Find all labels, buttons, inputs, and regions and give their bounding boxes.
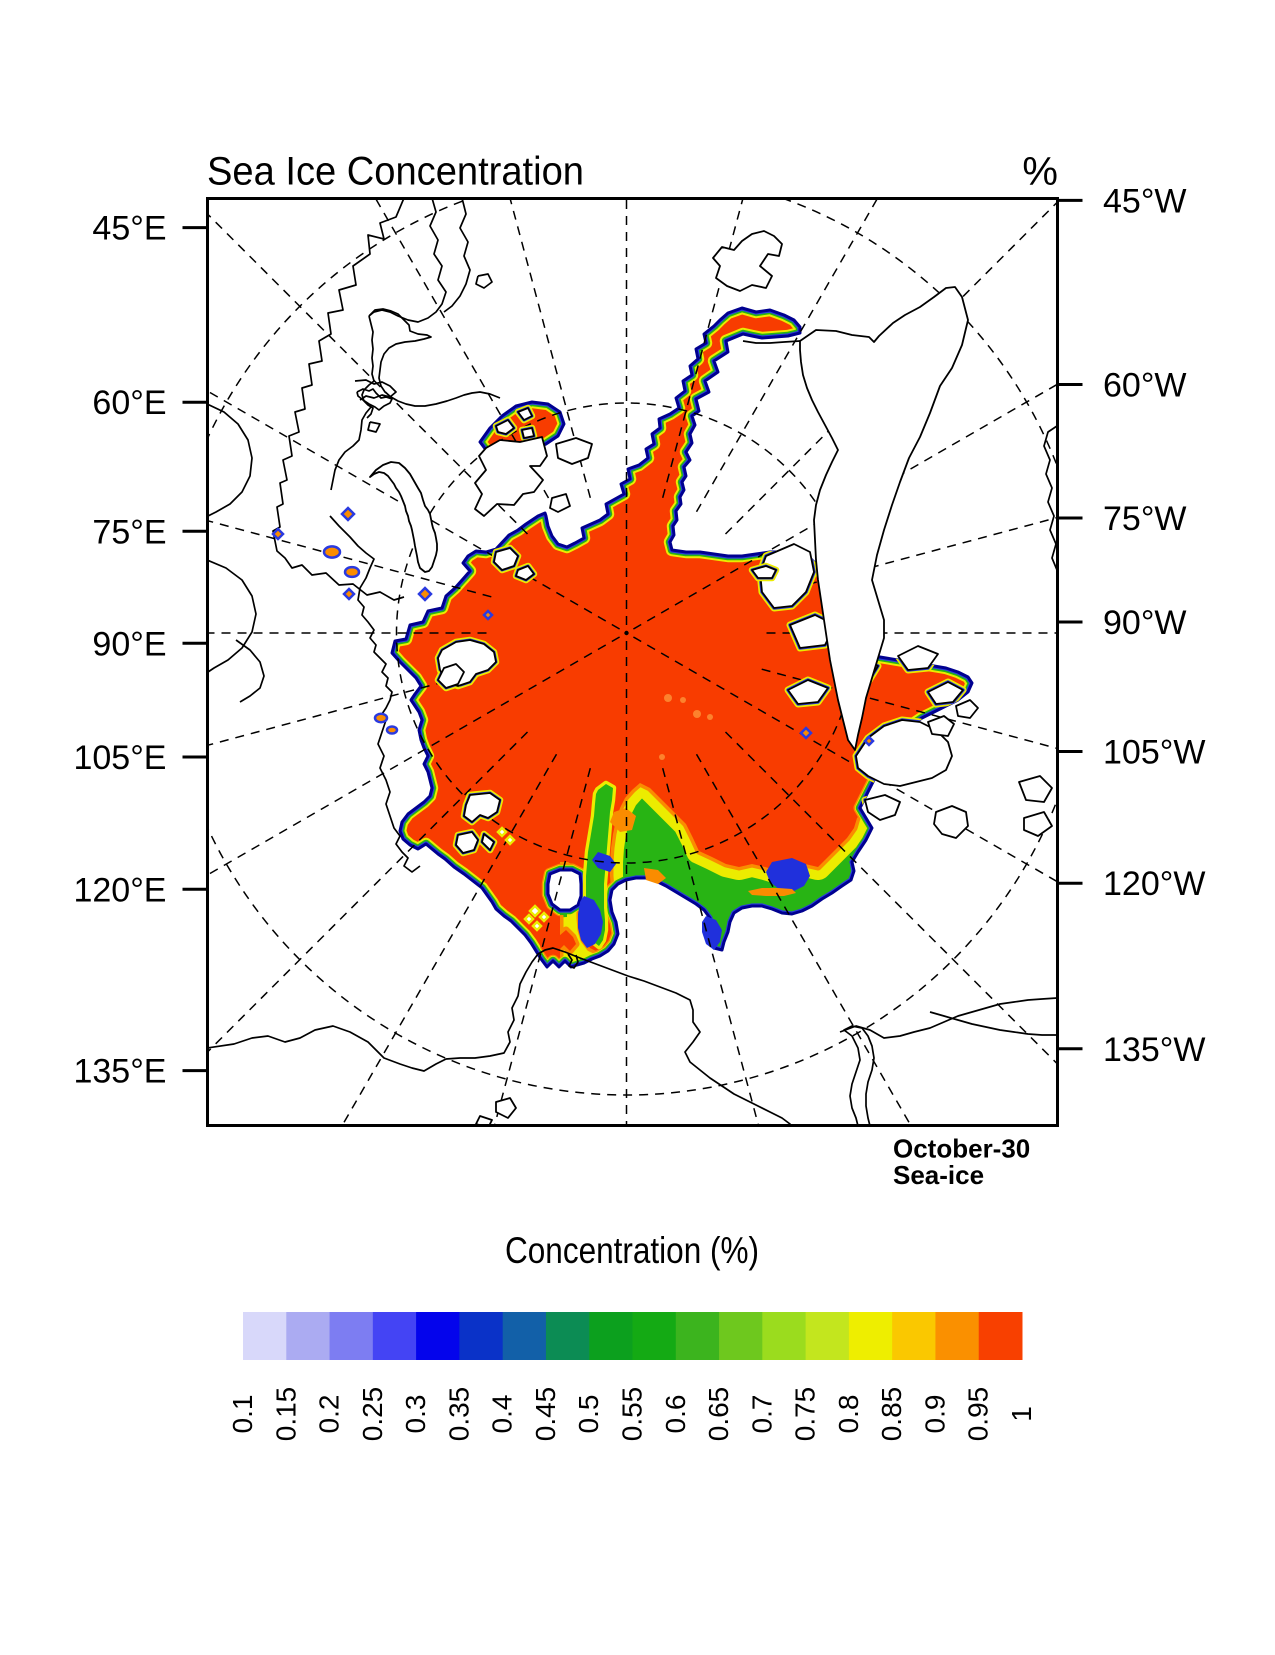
svg-text:135°E: 135°E bbox=[73, 1053, 166, 1091]
svg-text:0.55: 0.55 bbox=[617, 1387, 648, 1442]
svg-text:45°W: 45°W bbox=[1103, 182, 1187, 220]
svg-text:0.7: 0.7 bbox=[746, 1395, 777, 1434]
svg-text:60°E: 60°E bbox=[92, 384, 166, 422]
svg-text:0.15: 0.15 bbox=[270, 1387, 301, 1442]
svg-text:0.3: 0.3 bbox=[400, 1395, 431, 1434]
svg-text:0.35: 0.35 bbox=[443, 1387, 474, 1442]
svg-text:October-30: October-30 bbox=[893, 1134, 1030, 1164]
svg-text:0.6: 0.6 bbox=[660, 1395, 691, 1434]
svg-text:0.5: 0.5 bbox=[573, 1395, 604, 1434]
svg-text:135°W: 135°W bbox=[1103, 1031, 1205, 1069]
svg-text:90°W: 90°W bbox=[1103, 604, 1187, 642]
svg-text:105°W: 105°W bbox=[1103, 734, 1205, 772]
svg-text:105°E: 105°E bbox=[73, 739, 166, 777]
svg-text:120°E: 120°E bbox=[73, 871, 166, 909]
svg-text:1: 1 bbox=[1006, 1406, 1037, 1422]
svg-text:Concentration (%): Concentration (%) bbox=[505, 1230, 759, 1271]
svg-text:0.65: 0.65 bbox=[703, 1387, 734, 1442]
svg-text:0.1: 0.1 bbox=[227, 1395, 258, 1434]
svg-text:0.2: 0.2 bbox=[314, 1395, 345, 1434]
svg-text:%: % bbox=[1022, 150, 1058, 194]
svg-text:0.4: 0.4 bbox=[487, 1395, 518, 1434]
svg-text:75°E: 75°E bbox=[92, 513, 166, 551]
svg-text:120°W: 120°W bbox=[1103, 865, 1205, 903]
svg-text:0.75: 0.75 bbox=[790, 1387, 821, 1442]
svg-text:60°W: 60°W bbox=[1103, 367, 1187, 405]
svg-text:45°E: 45°E bbox=[92, 210, 166, 248]
svg-text:Sea Ice Concentration: Sea Ice Concentration bbox=[207, 150, 584, 194]
svg-text:90°E: 90°E bbox=[92, 625, 166, 663]
svg-text:0.45: 0.45 bbox=[530, 1387, 561, 1442]
svg-text:0.95: 0.95 bbox=[963, 1387, 994, 1442]
svg-text:Sea-ice: Sea-ice bbox=[893, 1160, 984, 1190]
svg-text:0.85: 0.85 bbox=[876, 1387, 907, 1442]
svg-text:0.9: 0.9 bbox=[919, 1395, 950, 1434]
svg-text:0.8: 0.8 bbox=[833, 1395, 864, 1434]
svg-text:0.25: 0.25 bbox=[357, 1387, 388, 1442]
svg-text:75°W: 75°W bbox=[1103, 500, 1187, 538]
